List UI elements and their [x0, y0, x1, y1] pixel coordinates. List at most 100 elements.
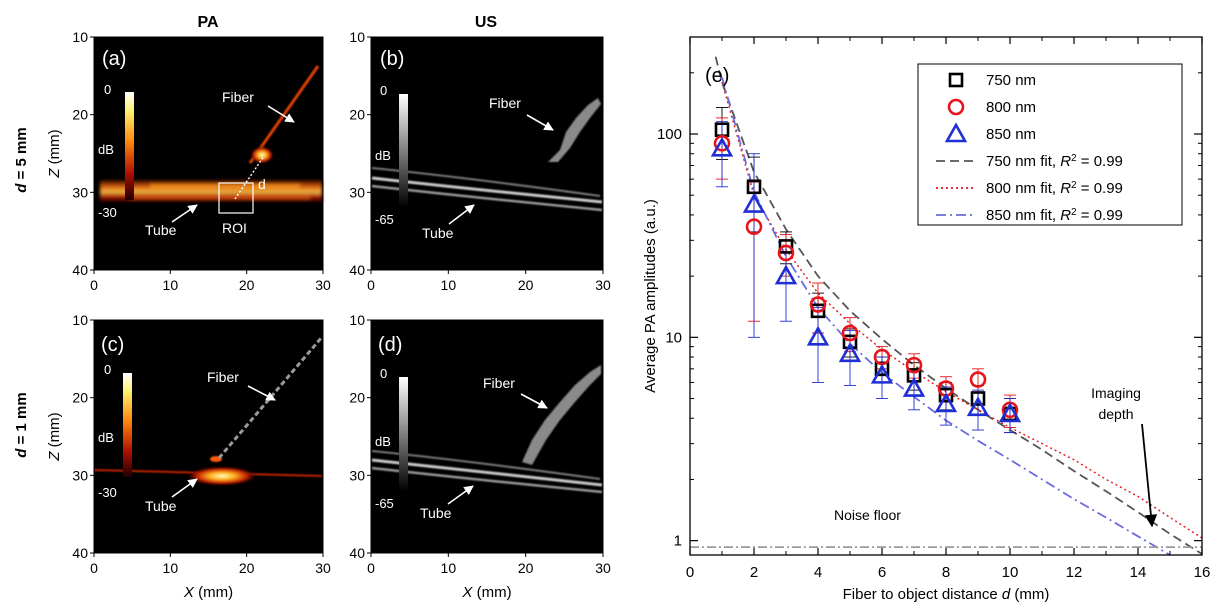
- data-point-triangle: [998, 402, 1022, 423]
- column-label-us: US: [475, 14, 498, 31]
- image-x-tick-label: 30: [315, 277, 331, 293]
- chart-e-markers: [710, 122, 1022, 423]
- chart-e-xlabel: Fiber to object distance d (mm): [843, 586, 1050, 603]
- imaging-depth-label-2: depth: [1098, 406, 1133, 422]
- data-point-square: [810, 303, 826, 319]
- x-tick-label: 10: [1002, 564, 1019, 581]
- image-x-tick-label: 30: [595, 560, 611, 576]
- panel-d-image: [371, 320, 603, 553]
- legend-marker-square: [948, 72, 964, 88]
- chart-e-ylabel: Average PA amplitudes (a.u.): [642, 199, 659, 393]
- image-x-tick-label: 20: [518, 277, 534, 293]
- image-x-tick-label: 10: [441, 560, 457, 576]
- colorbar-d-top: 0: [380, 366, 387, 381]
- row-label-d5: d = 5 mm: [13, 127, 30, 192]
- chart-e-panel-tag: (e): [705, 65, 729, 87]
- colorbar-c-top: 0: [104, 362, 111, 377]
- image-x-tick-label: 30: [595, 277, 611, 293]
- image-x-tick-label: 30: [315, 560, 331, 576]
- panel-c: (c) 0 dB -30 Fiber Tube: [93, 319, 324, 554]
- legend-marker-circle: [947, 98, 965, 116]
- data-point-triangle: [870, 363, 894, 384]
- data-point-triangle: [838, 342, 862, 363]
- data-point-triangle: [934, 392, 958, 413]
- colorbar-a: [125, 92, 134, 200]
- image-y-tick-label: 20: [349, 390, 365, 406]
- chart-e-legend: 750 nm 800 nm 850 nm 750 nm fit, R2 = 0.99 8…: [917, 63, 1183, 226]
- image-y-tick-label: 20: [349, 107, 365, 123]
- image-y-tick-label: 30: [349, 467, 365, 483]
- data-point-square: [938, 387, 954, 403]
- y-tick-label: 1: [674, 533, 682, 550]
- panel-c-image: [94, 320, 323, 553]
- tube-label-d: Tube: [420, 505, 452, 521]
- fiber-label-b: Fiber: [489, 95, 521, 111]
- colorbar-d-mid: dB: [375, 434, 391, 449]
- image-x-axis-label: X (mm): [183, 584, 233, 601]
- colorbar-d: [399, 377, 408, 491]
- panel-d-fiber-echo: [522, 365, 601, 465]
- fiber-arrow-a: [267, 105, 295, 123]
- panel-b: (b) 0 dB -65 Fiber Tube: [370, 36, 604, 271]
- y-tick-label: 100: [657, 126, 682, 143]
- image-y-tick-label: 10: [349, 312, 365, 328]
- x-tick-label: 6: [878, 564, 886, 581]
- fiber-label-c: Fiber: [207, 369, 239, 385]
- fiber-label-d: Fiber: [483, 375, 515, 391]
- image-y-tick-label: 40: [72, 262, 88, 278]
- data-point-square: [746, 179, 762, 195]
- legend-label: 800 nm: [986, 99, 1036, 116]
- legend-box: [917, 63, 1183, 226]
- x-tick-label: 2: [750, 564, 758, 581]
- colorbar-b-mid: dB: [375, 148, 391, 163]
- image-y-tick-label: 10: [72, 312, 88, 328]
- roi-label: ROI: [222, 220, 247, 236]
- data-point-triangle: [902, 376, 926, 397]
- x-tick-label: 16: [1194, 564, 1211, 581]
- image-y-tick-label: 40: [349, 262, 365, 278]
- image-y-axis-label: Z (mm): [46, 412, 63, 461]
- legend-label: 850 nm fit, R2 = 0.99: [986, 207, 1123, 225]
- legend-label: 750 nm: [986, 72, 1036, 89]
- data-point-circle: [745, 218, 763, 236]
- panel-a-tag: (a): [102, 48, 126, 70]
- image-x-tick-label: 0: [367, 277, 375, 293]
- panel-b-tag: (b): [380, 48, 404, 70]
- colorbar-c-mid: dB: [98, 430, 114, 445]
- panel-a-tube-signal: [100, 180, 322, 202]
- tube-label-a: Tube: [145, 222, 177, 238]
- image-x-tick-label: 10: [163, 277, 179, 293]
- roi-box: [218, 182, 254, 214]
- legend-label: 800 nm fit, R2 = 0.99: [986, 180, 1123, 198]
- data-point-square: [778, 239, 794, 254]
- imaging-depth-label-1: Imaging: [1091, 385, 1141, 401]
- image-y-axis-label: Z (mm): [46, 129, 63, 178]
- noise-floor-label: Noise floor: [834, 507, 901, 523]
- data-point-triangle: [774, 264, 798, 285]
- chart-e-ticks: 0 2 4 6 8 10 12 14 16 1 10 100: [657, 36, 1211, 581]
- panel-d-tube-echo: [371, 450, 603, 494]
- data-point-triangle: [966, 396, 990, 417]
- image-y-tick-label: 20: [72, 107, 88, 123]
- image-x-tick-label: 10: [441, 277, 457, 293]
- d-label: d: [258, 176, 266, 192]
- panel-b-fiber-echo: [548, 98, 601, 162]
- image-y-tick-label: 40: [349, 545, 365, 561]
- y-tick-label: 10: [665, 329, 682, 346]
- data-point-circle: [713, 135, 731, 152]
- image-x-tick-label: 20: [239, 560, 255, 576]
- image-y-tick-label: 30: [349, 184, 365, 200]
- colorbar-c: [123, 373, 132, 477]
- fiber-arrow-d: [520, 393, 548, 409]
- tube-arrow-a: [171, 204, 198, 223]
- panel-e-chart: 0 2 4 6 8 10 12 14 16 1 10 100 (e) Noise floor Imag…: [642, 36, 1211, 603]
- data-point-circle: [905, 356, 923, 374]
- panel-b-tube-echo: [371, 167, 603, 212]
- image-y-tick-label: 40: [72, 545, 88, 561]
- colorbar-b-bot: -65: [375, 212, 394, 227]
- panel-d: (d) 0 dB -65 Fiber Tube: [370, 319, 604, 554]
- image-x-tick-label: 0: [90, 277, 98, 293]
- x-tick-label: 14: [1130, 564, 1147, 581]
